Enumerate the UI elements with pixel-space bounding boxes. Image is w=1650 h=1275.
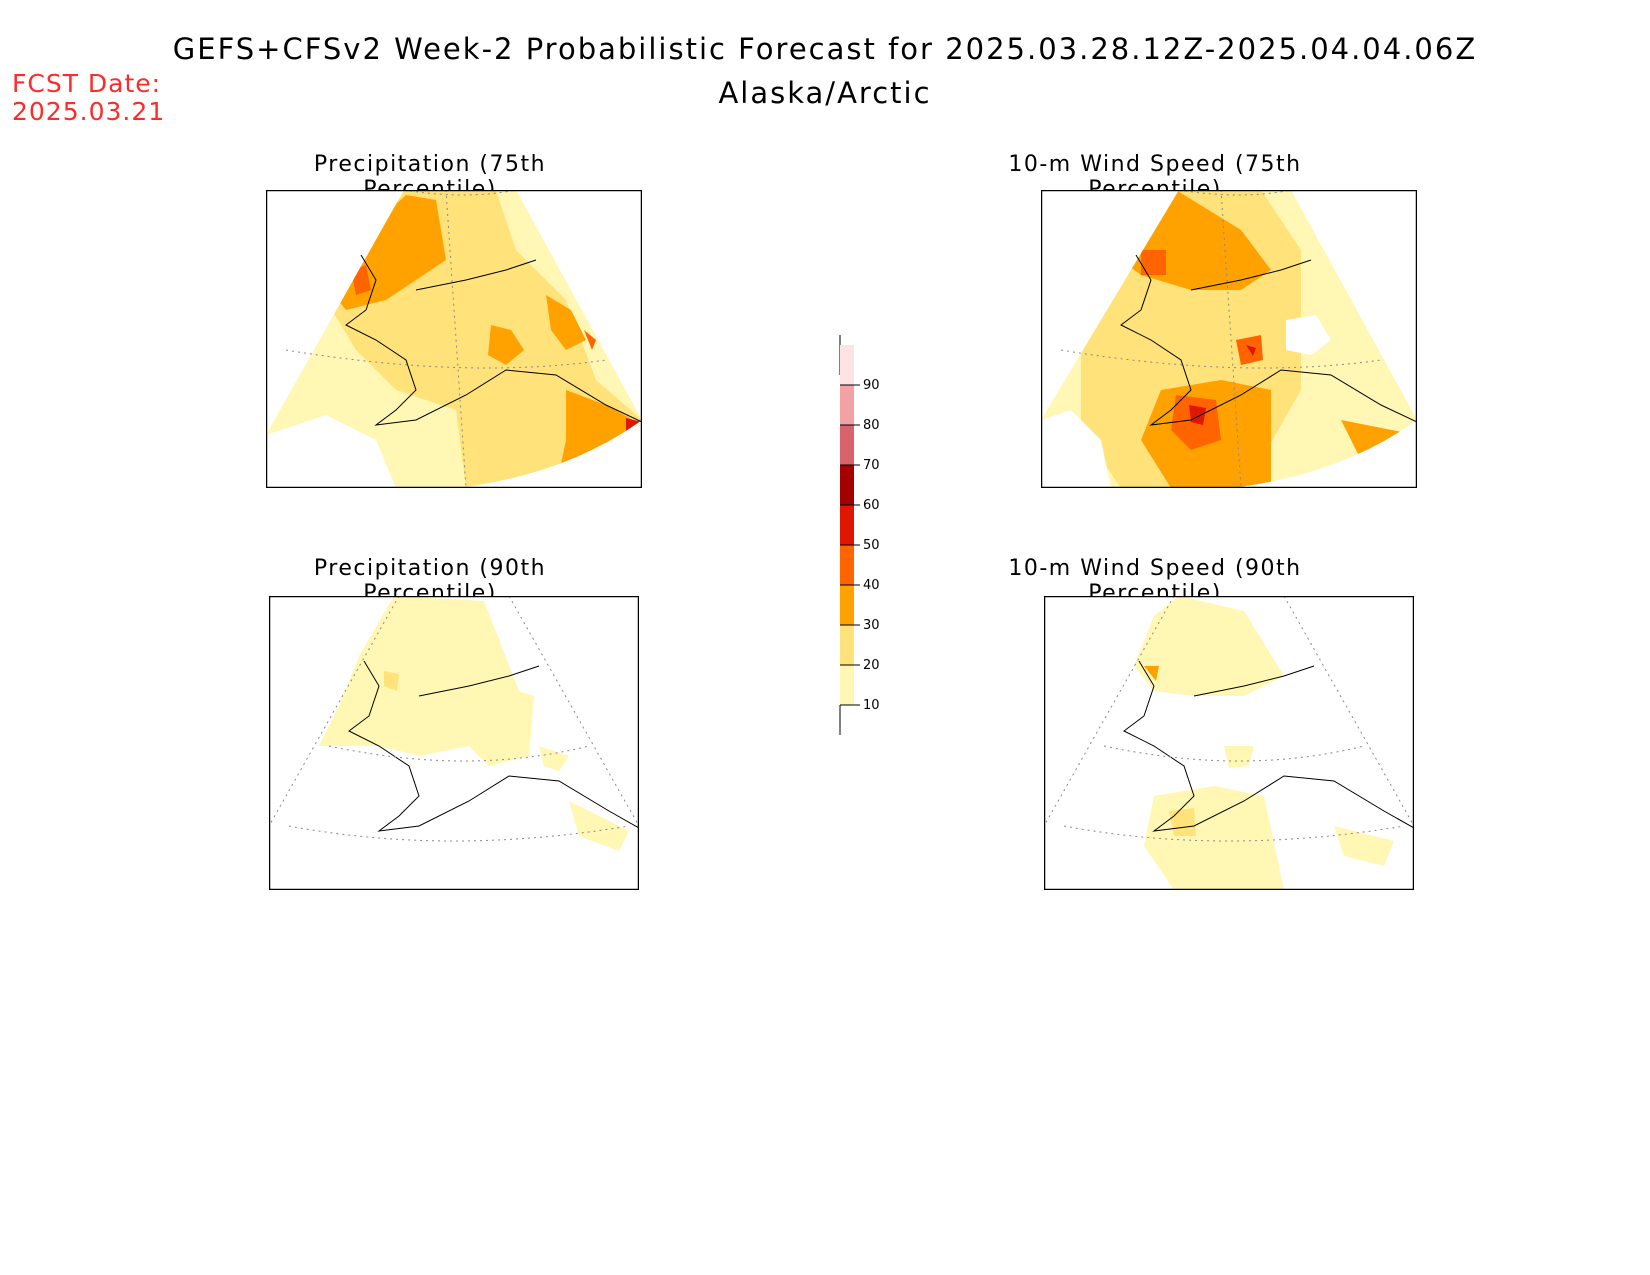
blank-mid — [1286, 315, 1331, 355]
shade-40-nw — [1141, 250, 1166, 275]
colorbar-swatch — [840, 345, 854, 385]
shade-50-south — [1189, 405, 1206, 425]
fcst-date-value: 2025.03.21 — [12, 97, 166, 126]
shade-30-east — [546, 295, 586, 350]
colorbar-label: 40 — [863, 578, 880, 593]
colorbar-swatch — [840, 505, 854, 545]
shade-10-se — [569, 801, 629, 851]
map-panel-wind75 — [1041, 190, 1417, 488]
colorbar-label: 90 — [863, 378, 880, 393]
graticule — [1060, 190, 1382, 488]
shade-30 — [1144, 666, 1159, 681]
colorbar-swatch — [840, 545, 854, 585]
map-panel-precip90 — [269, 596, 639, 890]
map-wind90 — [1044, 596, 1414, 890]
panel-title-precip90: Precipitation (90th Percentile) — [313, 556, 547, 606]
colorbar-swatch — [840, 665, 854, 705]
colorbar-swatch — [840, 385, 854, 425]
coastline — [348, 660, 639, 832]
shade-20 — [384, 671, 399, 691]
map-panel-precip75 — [266, 190, 642, 488]
shade-10-se — [1334, 826, 1394, 866]
shade-30-mid — [488, 325, 524, 365]
shade-10-south — [1144, 786, 1284, 890]
coastline — [1123, 660, 1414, 832]
fcst-date-label: FCST Date: — [12, 69, 162, 98]
shade-10 — [319, 596, 534, 766]
blank-sw — [266, 415, 396, 488]
map-precip90 — [269, 596, 639, 890]
main-title: GEFS+CFSv2 Week-2 Probabilistic Forecast… — [172, 32, 1478, 66]
map-panel-wind90 — [1044, 596, 1414, 890]
shade-50-mid — [1246, 345, 1256, 356]
colorbar-label: 80 — [863, 418, 880, 433]
shade-10-mid — [1224, 746, 1254, 768]
blank-sw — [1041, 410, 1111, 488]
shade-10-e — [539, 746, 569, 771]
panel-title-precip75: Precipitation (75th Percentile) — [313, 152, 547, 202]
colorbar-swatch — [840, 585, 854, 625]
shade-20 — [1169, 808, 1196, 836]
coastline — [345, 254, 642, 426]
coastline — [1120, 254, 1417, 426]
graticule — [1044, 596, 1414, 842]
fcst-date-block: FCST Date: 2025.03.21 — [12, 70, 165, 126]
colorbar: 10 20 30 40 50 60 70 80 90 — [826, 335, 906, 735]
colorbar-label: 20 — [863, 658, 880, 673]
map-precip75 — [266, 190, 642, 488]
colorbar-label: 60 — [863, 498, 880, 513]
shade-40-e — [584, 330, 596, 350]
graticule — [269, 596, 639, 842]
colorbar-swatch — [840, 465, 854, 505]
region-subtitle: Alaska/Arctic — [718, 76, 932, 110]
shade-10-north — [1134, 596, 1284, 696]
graticule — [285, 190, 607, 488]
colorbar-label: 70 — [863, 458, 880, 473]
colorbar-swatch — [840, 625, 854, 665]
colorbar-swatch — [840, 425, 854, 465]
colorbar-label: 50 — [863, 538, 880, 553]
colorbar-label: 10 — [863, 698, 880, 713]
map-wind75 — [1041, 190, 1417, 488]
colorbar-label: 30 — [863, 618, 880, 633]
colorbar-svg: 10 20 30 40 50 60 70 80 90 — [839, 335, 880, 735]
